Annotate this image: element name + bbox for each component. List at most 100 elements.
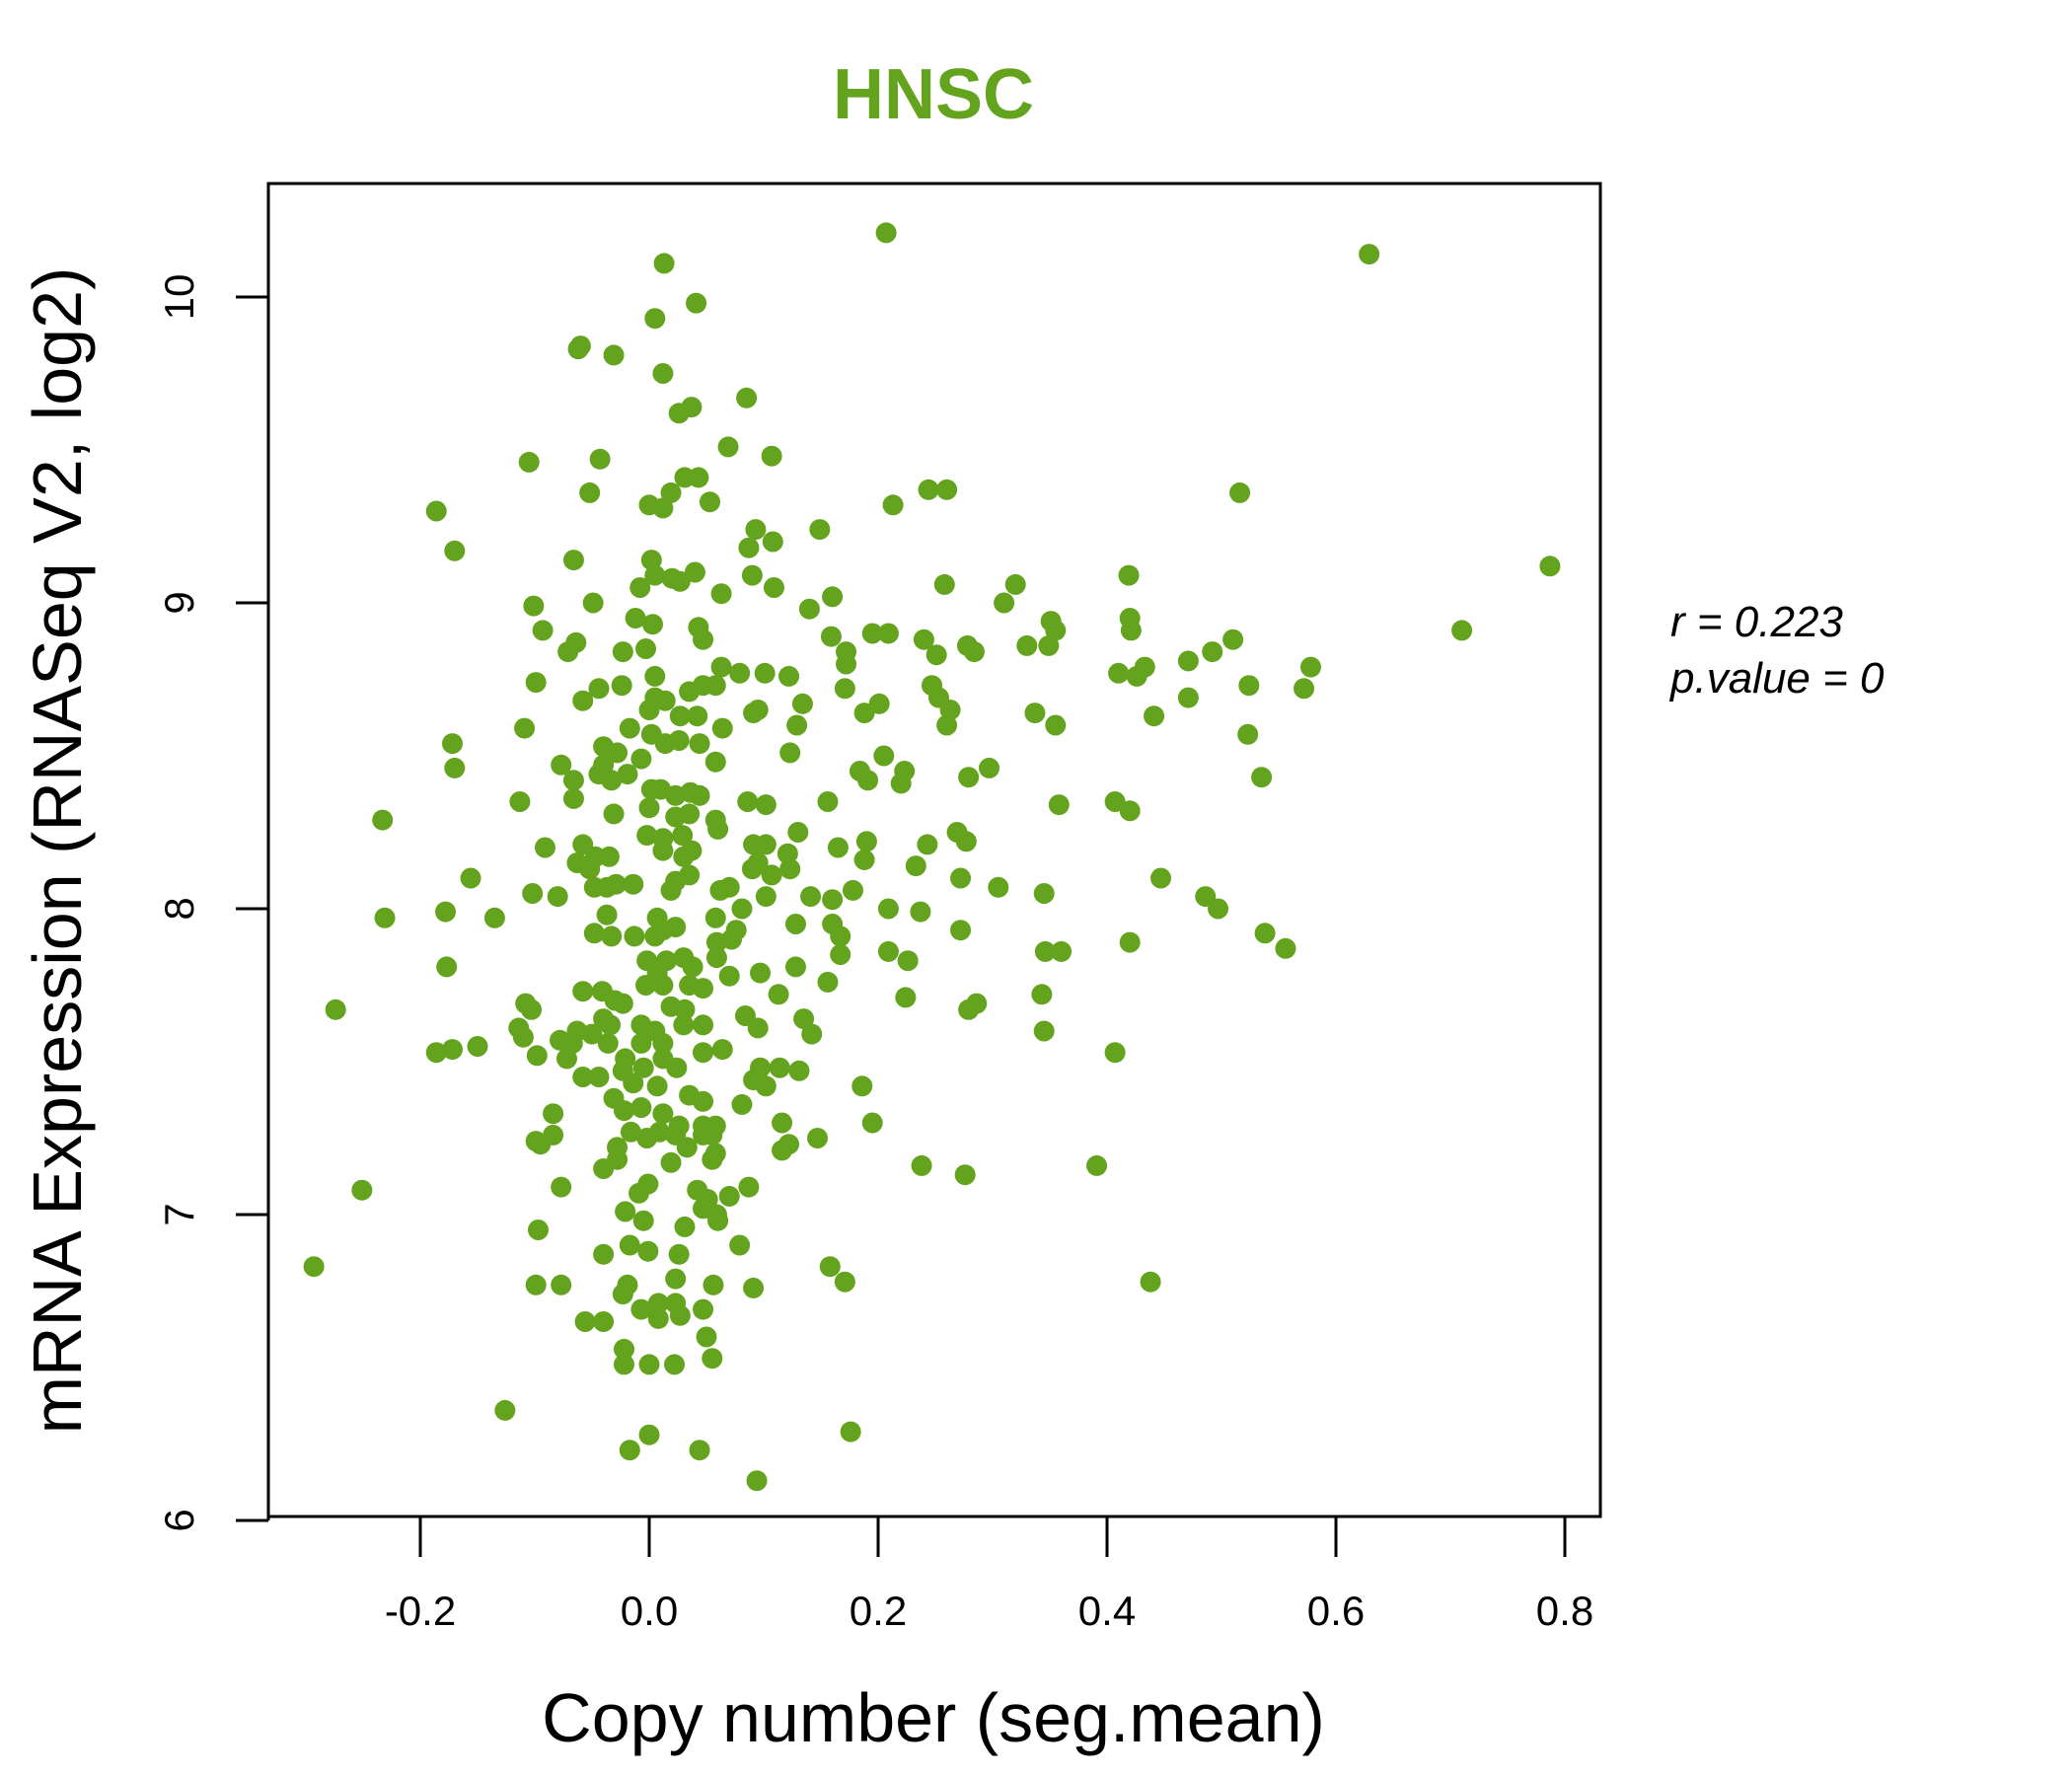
data-point — [718, 1185, 740, 1207]
data-point — [581, 1023, 603, 1045]
data-point — [717, 436, 739, 458]
data-point — [702, 1124, 723, 1146]
data-point — [699, 491, 720, 513]
data-point — [954, 1164, 976, 1186]
data-point — [601, 925, 623, 947]
data-point — [777, 843, 798, 864]
data-point — [696, 1326, 717, 1348]
data-point — [763, 577, 784, 598]
y-tick-label: 8 — [156, 897, 202, 920]
data-point — [522, 883, 544, 904]
data-point — [679, 864, 701, 886]
data-point — [654, 690, 676, 711]
data-point — [1126, 665, 1147, 687]
data-point — [1208, 898, 1229, 920]
data-point — [693, 1042, 714, 1064]
data-point — [638, 1424, 660, 1445]
data-point — [551, 754, 572, 776]
data-point — [615, 1201, 636, 1222]
data-point — [721, 928, 743, 950]
data-point — [648, 1121, 670, 1143]
data-point — [704, 751, 726, 773]
data-point — [674, 1216, 696, 1237]
data-point — [702, 1348, 723, 1369]
data-point — [688, 467, 709, 488]
data-point — [958, 999, 980, 1020]
data-point — [807, 1128, 829, 1148]
data-point — [853, 703, 875, 724]
data-point — [494, 1399, 516, 1421]
data-point — [574, 1311, 596, 1332]
data-point — [741, 858, 763, 880]
data-point — [779, 858, 801, 880]
data-point — [679, 803, 701, 825]
data-point — [830, 925, 851, 947]
data-point — [955, 831, 977, 852]
data-point — [1033, 883, 1055, 904]
data-point — [746, 1470, 768, 1492]
data-point — [597, 1032, 619, 1054]
data-point — [635, 638, 657, 659]
data-point — [745, 519, 767, 541]
data-point — [652, 1103, 674, 1125]
data-point — [1016, 634, 1038, 656]
data-point — [1140, 1271, 1161, 1293]
data-point — [674, 999, 696, 1020]
data-point — [809, 519, 831, 541]
data-point — [1222, 629, 1244, 650]
data-point — [950, 867, 972, 889]
data-point — [936, 714, 958, 736]
x-tick-label: 0.6 — [1307, 1588, 1365, 1634]
data-point — [668, 730, 690, 751]
data-point — [1254, 923, 1276, 944]
data-point — [793, 1008, 815, 1030]
data-point — [855, 831, 877, 852]
data-point — [630, 1097, 652, 1118]
data-point — [652, 497, 674, 519]
data-point — [1033, 1020, 1055, 1042]
data-point — [842, 879, 863, 901]
data-point — [840, 1421, 861, 1443]
data-point — [613, 1354, 634, 1375]
data-point — [761, 445, 782, 467]
data-point — [526, 1045, 548, 1067]
data-point — [801, 1023, 823, 1045]
data-point — [1004, 573, 1026, 595]
data-point — [895, 987, 917, 1008]
x-tick-label: 0.2 — [850, 1588, 907, 1634]
data-point — [523, 595, 545, 617]
data-point — [603, 803, 625, 825]
data-point — [693, 1298, 714, 1320]
data-point — [589, 448, 611, 470]
data-point — [588, 678, 610, 700]
data-point — [710, 583, 732, 605]
data-point — [579, 481, 601, 503]
data-point — [918, 479, 939, 500]
data-point — [936, 479, 958, 500]
y-axis-label: mRNA Expression (RNASeq V2, log2) — [19, 267, 96, 1435]
data-point — [435, 901, 457, 923]
data-point — [620, 1121, 641, 1143]
data-point — [779, 742, 801, 764]
data-point — [1024, 703, 1046, 724]
data-point — [372, 809, 394, 831]
data-point — [582, 592, 604, 614]
data-point — [1119, 931, 1141, 953]
data-point — [593, 1243, 615, 1265]
data-point — [710, 656, 732, 678]
data-point — [1118, 564, 1140, 586]
data-point — [682, 956, 703, 978]
data-point — [877, 940, 899, 962]
y-tick-label: 6 — [156, 1509, 202, 1531]
x-tick-label: 0.0 — [621, 1588, 678, 1634]
data-point — [772, 1112, 793, 1134]
data-point — [624, 925, 645, 947]
x-tick-label: 0.8 — [1536, 1588, 1593, 1634]
data-point — [853, 849, 875, 870]
chart-title: HNSC — [833, 55, 1034, 134]
data-point — [641, 614, 663, 635]
data-point — [822, 586, 844, 608]
data-point — [711, 717, 733, 739]
data-point — [547, 886, 568, 908]
